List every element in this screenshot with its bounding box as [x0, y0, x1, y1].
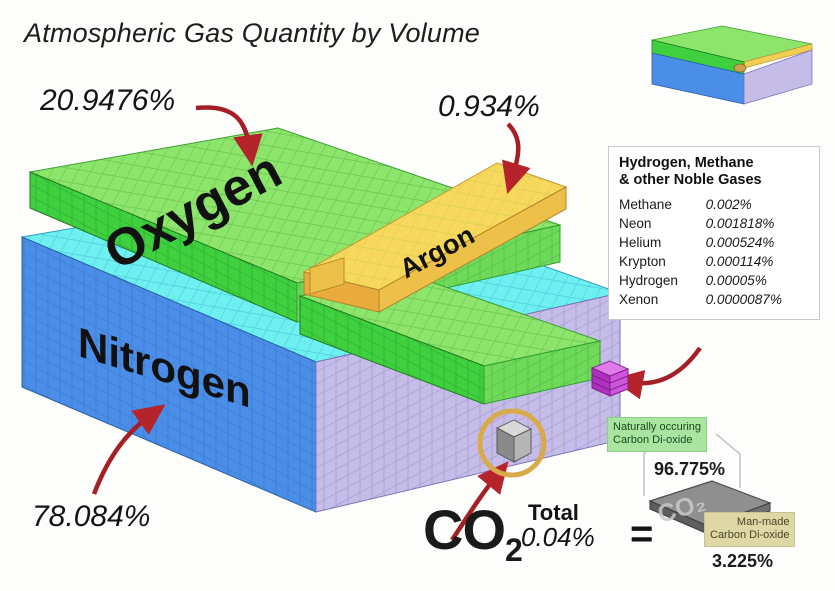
- co2-formula-subscript: 2: [505, 532, 523, 569]
- arrow-co2: [450, 461, 509, 542]
- manmade-co2-tag-line1: Man-made: [736, 516, 790, 528]
- legend-gas-name: Hydrogen: [619, 273, 678, 289]
- nitrogen-percentage: 78.084%: [32, 500, 151, 533]
- co2-formula: CO2: [423, 497, 523, 569]
- page-title: Atmospheric Gas Quantity by Volume: [24, 18, 480, 48]
- legend-gas-value: 0.001818%: [705, 215, 775, 231]
- legend-row: Helium 0.000524%: [619, 233, 810, 252]
- legend-row: Neon 0.001818%: [619, 214, 810, 233]
- co2-highlight-ring: [477, 408, 547, 478]
- co2-total-label: Total: [528, 500, 579, 525]
- manmade-co2-percentage: 3.225%: [712, 551, 774, 571]
- legend-gas-value: 0.002%: [705, 196, 752, 212]
- natural-co2-percentage: 96.775%: [654, 459, 726, 479]
- argon-percentage: 0.934%: [438, 90, 540, 123]
- legend-gas-name: Xenon: [619, 292, 659, 308]
- arrow-trace-gases: [611, 346, 702, 400]
- legend-gas-value: 0.000524%: [705, 234, 775, 250]
- arrow-argon: [502, 122, 531, 194]
- legend-gas-name: Methane: [619, 196, 672, 212]
- arrow-nitrogen: [91, 404, 166, 495]
- legend-row: Xenon 0.0000087%: [619, 291, 810, 310]
- arrow-oxygen: [195, 105, 263, 167]
- legend-gas-name: Neon: [619, 215, 652, 231]
- legend-table: Methane 0.002% Neon 0.001818% Helium 0.0…: [619, 195, 810, 309]
- oxygen-percentage: 20.9476%: [40, 84, 176, 117]
- legend-heading-line2: & other Noble Gases: [619, 172, 762, 189]
- legend-heading: Hydrogen, Methane & other Noble Gases: [619, 155, 810, 189]
- co2-total-value: 0.04%: [521, 522, 595, 552]
- natural-co2-tag: Naturally occuring Carbon Di-oxide: [607, 417, 708, 452]
- trace-gas-cube: [590, 360, 630, 397]
- argon-block: [302, 162, 568, 313]
- legend-gas-name: Krypton: [619, 253, 666, 269]
- co2-cube: [495, 419, 533, 463]
- equals-sign: =: [630, 512, 654, 556]
- legend-row: Methane 0.002%: [619, 195, 810, 214]
- legend-gas-value: 0.00005%: [705, 273, 767, 289]
- natural-co2-tag-line2: Carbon Di-oxide: [613, 434, 693, 447]
- co2-breakdown-slab: CO₂: [643, 431, 772, 535]
- legend-gas-value: 0.0000087%: [705, 292, 782, 308]
- manmade-co2-tag-line2: Carbon Di-oxide: [710, 529, 790, 542]
- co2-formula-main: CO: [423, 498, 506, 561]
- thumbnail-block: [651, 25, 813, 105]
- legend-row: Hydrogen 0.00005%: [619, 272, 810, 291]
- legend-row: Krypton 0.000114%: [619, 252, 810, 271]
- natural-co2-tag-line1: Naturally occuring: [613, 421, 702, 433]
- legend-gas-value: 0.000114%: [705, 253, 774, 269]
- trace-gases-legend: Hydrogen, Methane & other Noble Gases Me…: [608, 146, 820, 320]
- manmade-co2-tag: Man-made Carbon Di-oxide: [704, 512, 796, 547]
- legend-gas-name: Helium: [619, 234, 662, 250]
- legend-heading-line1: Hydrogen, Methane: [619, 155, 754, 171]
